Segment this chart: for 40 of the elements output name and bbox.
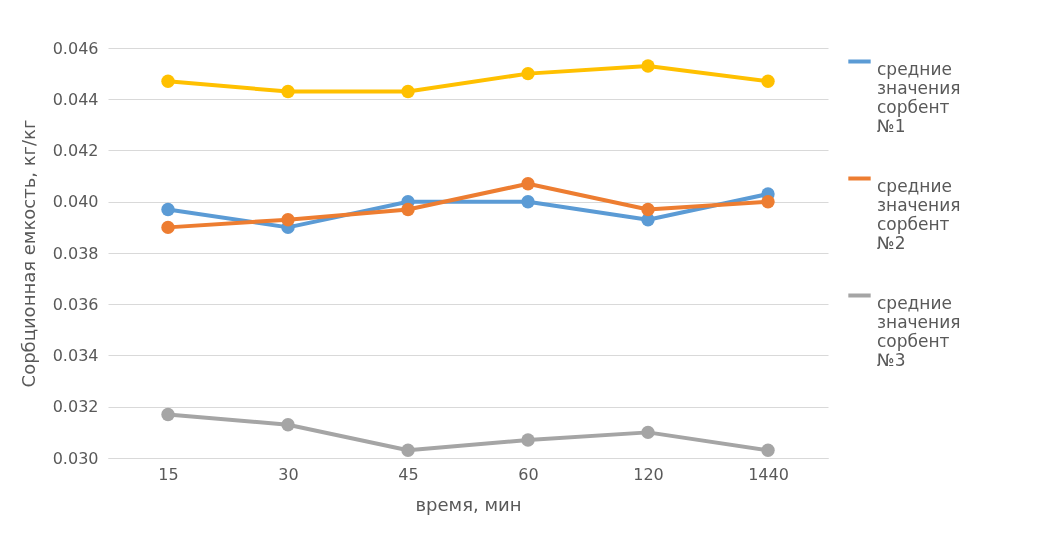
y-tick-label: 0.032 — [52, 397, 99, 417]
y-tick-label: 0.036 — [52, 294, 99, 314]
point — [281, 417, 295, 432]
x-tick-label: 120 — [633, 464, 664, 484]
point — [521, 195, 535, 209]
point — [161, 220, 175, 235]
point — [641, 202, 655, 217]
x-tick-label: 1440 — [748, 464, 789, 484]
x-tick-label: 15 — [158, 464, 179, 484]
point — [161, 407, 175, 422]
y-tick-label: 0.030 — [52, 448, 99, 468]
point — [401, 84, 415, 99]
legend-label: средние значения сорбент №2 — [877, 175, 961, 253]
legend-label: средние значения сорбент №1 — [877, 58, 961, 136]
point — [161, 74, 175, 89]
point — [521, 177, 535, 191]
point — [281, 212, 295, 227]
point — [521, 66, 535, 81]
x-tick-label: 45 — [398, 464, 419, 484]
point — [641, 425, 655, 440]
y-tick-label: 0.042 — [52, 141, 99, 160]
point — [761, 74, 775, 89]
y-tick-label: 0.038 — [52, 243, 99, 263]
point — [161, 202, 175, 217]
x-tick-label: 30 — [278, 464, 299, 484]
x-axis-title: время, мин — [415, 493, 522, 515]
point — [281, 84, 295, 99]
legend-label: средние значения сорбент №3 — [877, 292, 961, 370]
y-tick-label: 0.034 — [52, 346, 99, 365]
point — [641, 59, 655, 73]
point — [761, 443, 775, 458]
y-tick-label: 0.040 — [52, 192, 99, 212]
y-axis-title: Сорбционная емкость, кг/кг — [17, 119, 39, 388]
point — [521, 433, 535, 447]
point — [761, 195, 775, 209]
point — [401, 202, 415, 217]
y-tick-label: 0.046 — [52, 38, 99, 58]
x-tick-label: 60 — [518, 464, 539, 484]
y-tick-label: 0.044 — [52, 89, 99, 109]
point — [401, 443, 415, 458]
